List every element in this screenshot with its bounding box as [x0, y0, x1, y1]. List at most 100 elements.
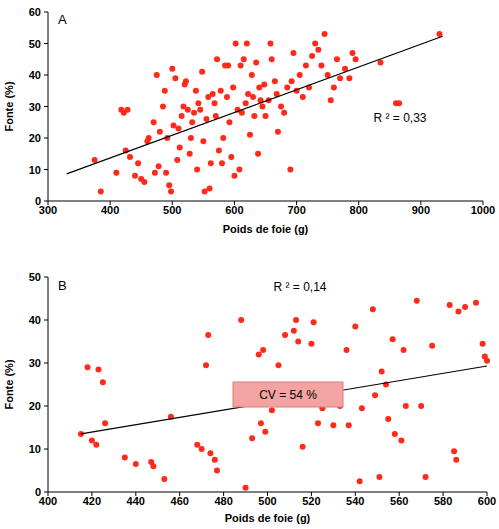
y-axis-label: Fonte (%)	[3, 81, 15, 131]
point	[303, 63, 309, 69]
point	[199, 69, 205, 75]
point	[281, 110, 287, 116]
x-tick-label: 1000	[471, 204, 495, 216]
y-tick-label: 50	[29, 271, 41, 283]
point	[220, 135, 226, 141]
point	[350, 50, 356, 56]
point	[403, 403, 409, 409]
point	[231, 173, 237, 179]
point	[315, 47, 321, 53]
point	[85, 364, 91, 370]
point	[385, 416, 391, 422]
point	[414, 298, 420, 304]
point	[207, 185, 213, 191]
x-axis	[48, 201, 483, 202]
trend-line	[81, 366, 487, 434]
point	[249, 72, 255, 78]
y-tick-label: 20	[29, 132, 41, 144]
x-tick-label: 400	[101, 204, 119, 216]
point	[418, 403, 424, 409]
x-axis-label: Poids de foie (g)	[223, 223, 309, 235]
point	[199, 446, 205, 452]
annotation: CV = 54 %	[259, 388, 317, 402]
point	[308, 341, 314, 347]
point	[205, 332, 211, 338]
x-tick-label: 440	[127, 495, 145, 507]
point	[194, 442, 200, 448]
point	[127, 154, 133, 160]
point	[238, 63, 244, 69]
point	[480, 341, 486, 347]
point	[168, 189, 174, 195]
point	[194, 167, 200, 173]
point	[267, 41, 273, 47]
point	[183, 78, 189, 84]
point	[93, 442, 99, 448]
y-tick-label: 40	[29, 69, 41, 81]
point	[291, 328, 297, 334]
annotation-box	[233, 382, 343, 407]
point	[447, 302, 453, 308]
point	[262, 429, 268, 435]
point	[295, 339, 301, 345]
point	[219, 160, 225, 166]
annotation: R ² = 0,14	[273, 280, 326, 294]
point	[230, 85, 236, 91]
point	[187, 151, 193, 157]
x-tick-label: 520	[302, 495, 320, 507]
point	[243, 485, 249, 491]
point	[89, 437, 95, 443]
point	[151, 119, 157, 125]
point	[226, 119, 232, 125]
point	[290, 50, 296, 56]
point	[318, 63, 324, 69]
point	[156, 163, 162, 169]
point	[253, 59, 259, 65]
point	[241, 56, 247, 62]
panel-title: B	[58, 278, 67, 293]
point	[312, 41, 318, 47]
point	[330, 422, 336, 428]
x-tick-label: 900	[412, 204, 430, 216]
point	[247, 132, 253, 138]
point	[197, 107, 203, 113]
annotation: R ² = 0,33	[373, 111, 426, 125]
point	[216, 148, 222, 154]
point	[162, 88, 168, 94]
point	[207, 450, 213, 456]
point	[390, 336, 396, 342]
y-tick	[44, 138, 48, 139]
point	[188, 135, 194, 141]
point	[146, 135, 152, 141]
point	[256, 85, 262, 91]
point	[214, 468, 220, 474]
point	[370, 306, 376, 312]
point	[171, 122, 177, 128]
point	[300, 444, 306, 450]
point	[455, 308, 461, 314]
point	[160, 104, 166, 110]
point	[185, 107, 191, 113]
point	[255, 151, 261, 157]
point	[203, 116, 209, 122]
point	[218, 88, 224, 94]
y-tick-label: 20	[29, 400, 41, 412]
panel-title: A	[58, 12, 67, 27]
plot-data	[78, 298, 490, 491]
point	[141, 179, 147, 185]
point	[98, 189, 104, 195]
point	[202, 189, 208, 195]
x-tick-label: 400	[39, 495, 57, 507]
point	[102, 420, 108, 426]
y-tick-label: 30	[29, 357, 41, 369]
y-tick	[44, 363, 48, 364]
point	[311, 319, 317, 325]
y-tick	[44, 12, 48, 13]
point	[260, 347, 266, 353]
point	[352, 323, 358, 329]
point	[379, 369, 385, 375]
point	[359, 405, 365, 411]
point	[376, 474, 382, 480]
point	[100, 379, 106, 385]
plot-data	[67, 31, 443, 195]
